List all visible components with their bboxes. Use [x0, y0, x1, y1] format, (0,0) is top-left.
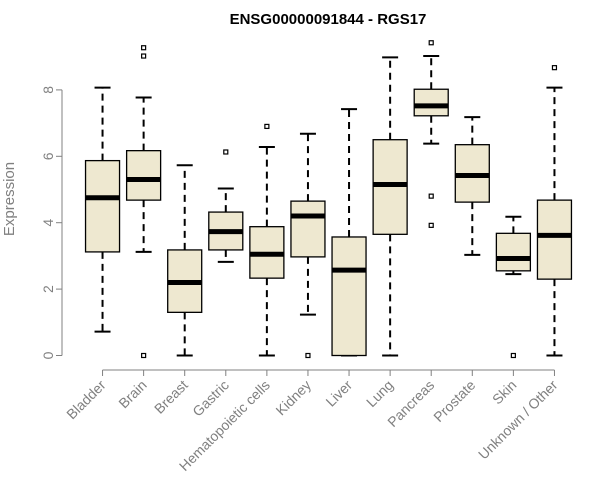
box-iqr: [331, 236, 367, 357]
box-iqr: [84, 159, 121, 253]
box-group: [84, 86, 121, 333]
x-tick-label: Lung: [363, 377, 396, 410]
x-tick-label: Skin: [489, 377, 520, 408]
box-group: [208, 149, 244, 263]
x-tick-label: Liver: [322, 377, 355, 410]
box-iqr: [536, 199, 573, 280]
box-iqr: [413, 88, 449, 117]
box-iqr: [495, 232, 532, 272]
outlier-point: [428, 40, 434, 46]
outlier-point: [510, 352, 516, 359]
box-group: [167, 164, 203, 357]
y-tick-label: 0: [40, 351, 56, 359]
y-tick-label: 8: [40, 86, 56, 94]
outlier-point: [428, 222, 434, 228]
outlier-point: [264, 123, 270, 130]
box-group: [290, 132, 326, 359]
y-tick-label: 6: [40, 152, 56, 160]
x-tick-label: Prostate: [430, 377, 478, 425]
x-tick-label: Bladder: [63, 377, 109, 423]
box-group: [331, 108, 367, 357]
box-group: [372, 56, 408, 357]
outlier-point: [141, 53, 147, 59]
outlier-point: [141, 45, 147, 51]
box-group: [454, 116, 490, 256]
y-axis-label: Expression: [1, 162, 18, 236]
box-group: [413, 40, 449, 228]
y-axis: 0 2 4 6 8: [40, 86, 63, 359]
box-series: [84, 40, 573, 359]
box-group: [536, 65, 573, 357]
box-group: [495, 215, 532, 359]
x-tick-label: Kidney: [272, 377, 314, 419]
outlier-point: [551, 65, 558, 71]
x-tick-label: Breast: [151, 377, 191, 417]
box-iqr: [125, 150, 162, 201]
x-tick-label: Brain: [115, 377, 149, 411]
chart-title: ENSG00000091844 - RGS17: [230, 11, 427, 28]
y-tick-label: 4: [40, 219, 56, 227]
box-group: [125, 45, 162, 359]
box-group: [249, 123, 285, 357]
box-iqr: [290, 200, 326, 258]
outlier-point: [428, 193, 434, 199]
outlier-point: [223, 149, 229, 155]
outlier-point: [141, 352, 147, 359]
outlier-point: [305, 352, 311, 359]
y-tick-label: 2: [40, 285, 56, 293]
